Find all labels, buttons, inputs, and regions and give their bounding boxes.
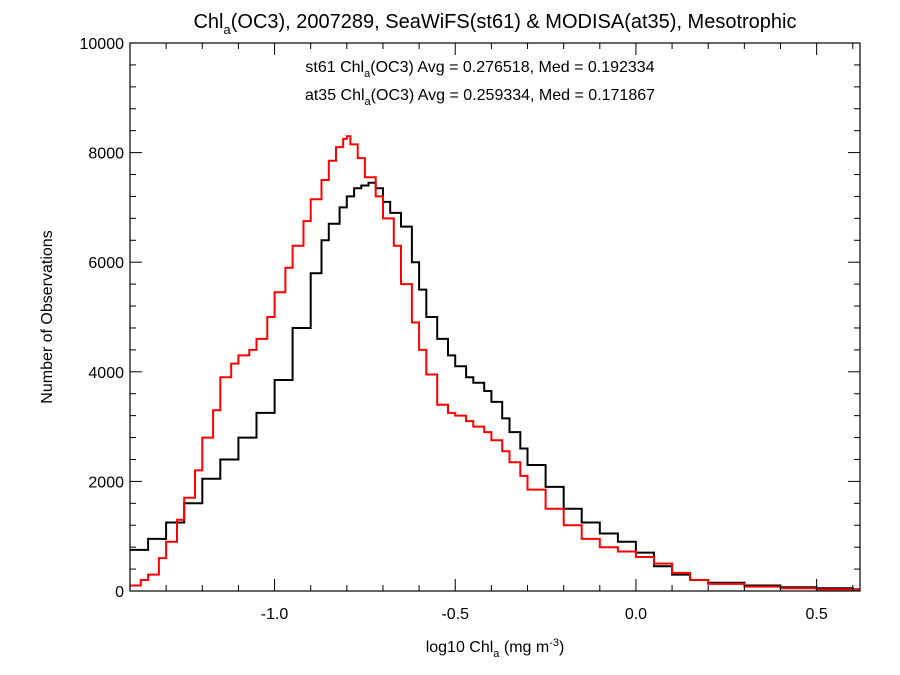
- series-label-st61: st61 Chla(OC3) Avg = 0.276518, Med = 0.1…: [305, 59, 654, 80]
- x-tick-label: -1.0: [261, 606, 289, 623]
- y-axis-label: Number of Observations: [39, 230, 56, 403]
- plot-frame: [129, 42, 861, 592]
- series-line-st61: [130, 181, 860, 591]
- ticks-layer: -1.0 -0.5 0.0 0.5 0 2000 4000 6000 8000 10000: [80, 36, 860, 623]
- y-tick-label: 4000: [88, 365, 124, 382]
- x-tick-label: -0.5: [441, 606, 469, 623]
- y-tick-label: 2000: [88, 474, 124, 491]
- series-label-at35: at35 Chla(OC3) Avg = 0.259334, Med = 0.1…: [305, 87, 655, 108]
- x-tick-label: 0.0: [625, 606, 647, 623]
- x-axis-label: log10 Chla (mg m-3): [426, 637, 565, 660]
- y-tick-label: 0: [115, 584, 124, 601]
- series-line-at35: [130, 135, 860, 591]
- chart-title: Chla(OC3), 2007289, SeaWiFS(st61) & MODI…: [193, 11, 796, 37]
- y-tick-label: 10000: [80, 36, 125, 53]
- y-tick-label: 6000: [88, 255, 124, 272]
- series-layer: [130, 135, 860, 591]
- y-tick-label: 8000: [88, 146, 124, 163]
- x-tick-label: 0.5: [806, 606, 828, 623]
